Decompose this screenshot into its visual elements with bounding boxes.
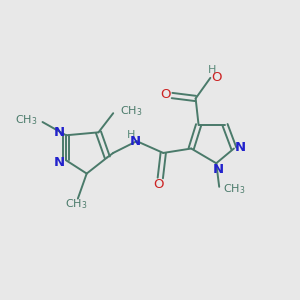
Text: O: O [154,178,164,191]
Text: N: N [54,156,65,169]
Text: CH$_3$: CH$_3$ [15,113,37,127]
Text: O: O [212,71,222,84]
Text: N: N [235,141,246,154]
Text: N: N [54,126,65,139]
Text: H: H [208,64,216,75]
Text: CH$_3$: CH$_3$ [223,182,245,196]
Text: N: N [130,135,141,148]
Text: N: N [213,163,224,176]
Text: O: O [160,88,171,101]
Text: H: H [127,130,136,140]
Text: CH$_3$: CH$_3$ [65,197,88,211]
Text: CH$_3$: CH$_3$ [120,104,142,118]
